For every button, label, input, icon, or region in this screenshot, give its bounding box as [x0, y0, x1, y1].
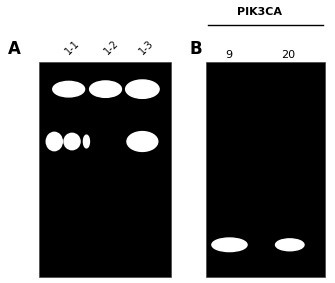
Text: 9: 9 [225, 50, 232, 59]
Text: PIK3CA: PIK3CA [238, 7, 282, 17]
Ellipse shape [46, 132, 62, 151]
Bar [39, 62, 171, 277]
Text: 1-2: 1-2 [102, 38, 121, 57]
Text: A: A [8, 40, 21, 58]
Bar [206, 62, 325, 277]
Ellipse shape [64, 133, 80, 150]
Ellipse shape [90, 81, 121, 97]
Ellipse shape [53, 82, 84, 97]
Ellipse shape [127, 132, 158, 151]
Text: B: B [189, 40, 202, 58]
Ellipse shape [275, 239, 304, 251]
Ellipse shape [83, 135, 89, 148]
Ellipse shape [126, 80, 159, 98]
Text: 1-3: 1-3 [137, 38, 155, 57]
Text: 1-1: 1-1 [64, 38, 82, 57]
Text: 20: 20 [281, 50, 295, 59]
Ellipse shape [212, 238, 247, 252]
